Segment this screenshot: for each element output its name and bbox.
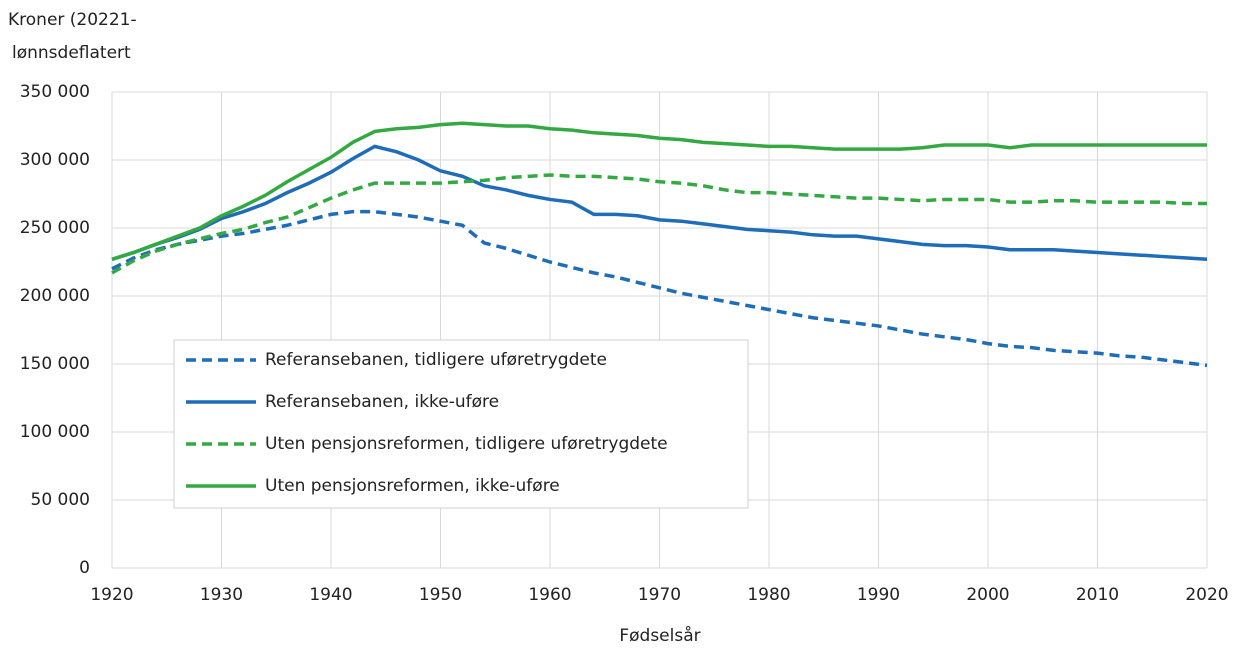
y-tick-label: 50 000 xyxy=(31,490,90,510)
y-tick-label: 250 000 xyxy=(20,218,90,238)
y-tick-label: 200 000 xyxy=(20,286,90,306)
x-tick-label: 2020 xyxy=(1185,585,1228,605)
y-tick-label: 300 000 xyxy=(20,150,90,170)
y-tick-label: 350 000 xyxy=(20,82,90,102)
x-tick-label: 1960 xyxy=(528,585,571,605)
legend-label: Referansebanen, ikke-uføre xyxy=(265,392,499,412)
x-tick-label: 2000 xyxy=(966,585,1009,605)
series-line xyxy=(111,121,1207,261)
x-tick-label: 1970 xyxy=(638,585,681,605)
x-tick-label: 2010 xyxy=(1076,585,1119,605)
series-line xyxy=(111,144,1208,262)
x-tick-label: 1980 xyxy=(747,585,790,605)
legend-label: Referansebanen, tidligere uføretrygdete xyxy=(265,350,607,370)
legend-label: Uten pensjonsreformen, tidligere uføretr… xyxy=(265,434,668,454)
x-tick-label: 1990 xyxy=(857,585,900,605)
y-axis-title: Kroner (20221- xyxy=(8,10,137,30)
y-tick-label: 150 000 xyxy=(20,354,90,374)
x-tick-label: 1950 xyxy=(419,585,462,605)
x-tick-label: 1940 xyxy=(309,585,352,605)
y-axis-title: lønnsdeflatert xyxy=(12,43,131,63)
y-tick-label: 100 000 xyxy=(20,422,90,442)
legend-label: Uten pensjonsreformen, ikke-uføre xyxy=(265,476,560,496)
series-line xyxy=(111,173,1207,275)
x-axis-title: Fødselsår xyxy=(619,625,700,646)
x-tick-label: 1930 xyxy=(200,585,243,605)
legend-box xyxy=(173,339,749,509)
y-tick-label: 0 xyxy=(79,558,90,578)
x-tick-label: 1920 xyxy=(90,585,133,605)
series-line xyxy=(111,209,1208,368)
